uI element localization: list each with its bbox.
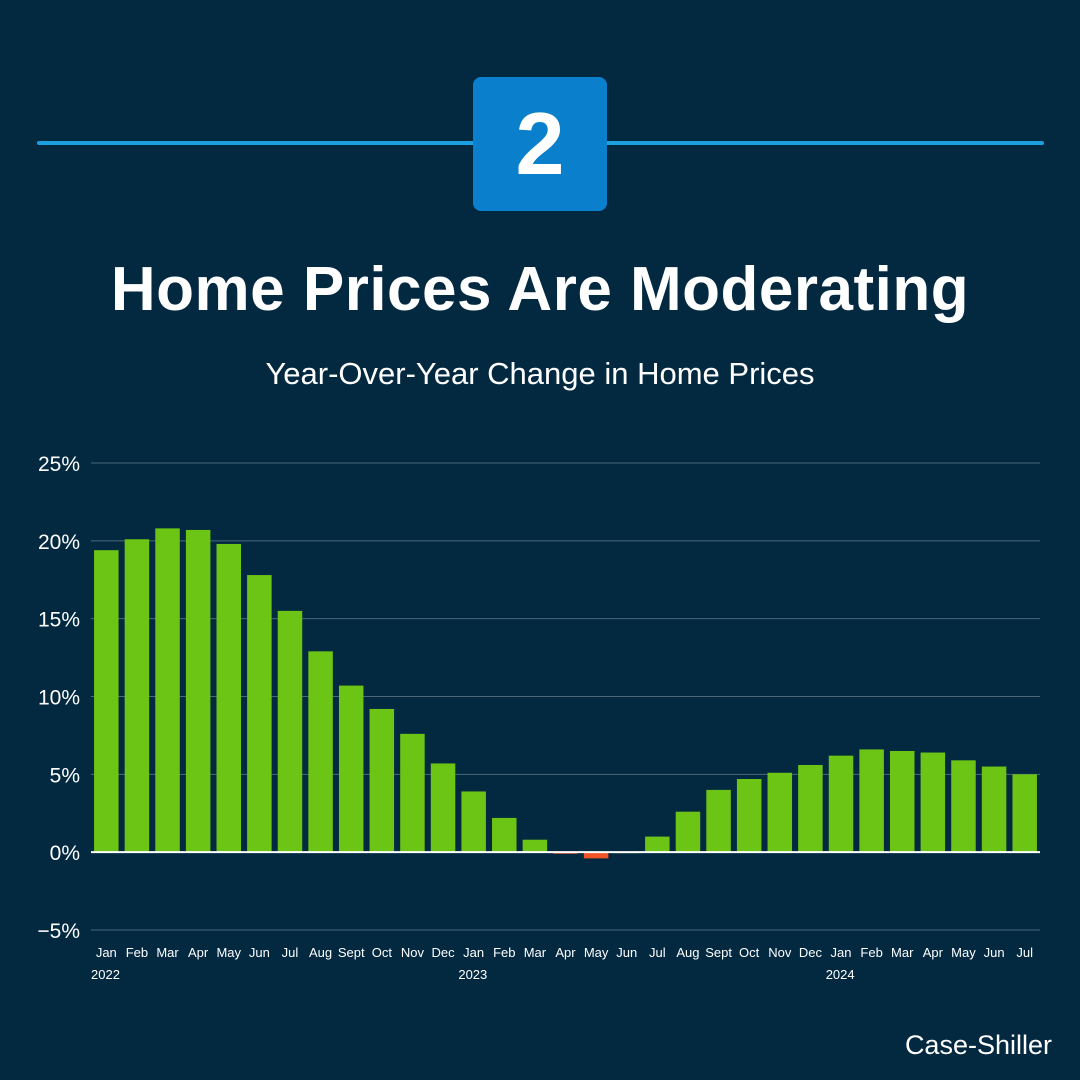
x-tick-label: Dec <box>799 945 823 960</box>
x-tick-label: Apr <box>923 945 944 960</box>
bar <box>951 760 976 853</box>
x-tick-label: Jul <box>649 945 666 960</box>
x-tick-label: Aug <box>309 945 332 960</box>
year-label: 2022 <box>91 967 120 982</box>
bar <box>920 752 946 853</box>
x-tick-label: Apr <box>555 945 576 960</box>
chart-subtitle: Year-Over-Year Change in Home Prices <box>265 356 815 391</box>
bar <box>247 575 272 853</box>
x-tick-label: May <box>216 945 241 960</box>
x-tick-label: Jan <box>831 945 852 960</box>
page-title: Home Prices Are Moderating <box>110 255 970 324</box>
x-tick-label: Nov <box>401 945 425 960</box>
x-tick-label: Mar <box>524 945 547 960</box>
y-tick-label: 10% <box>38 687 80 710</box>
x-tick-label: May <box>584 945 609 960</box>
bar <box>369 708 395 853</box>
y-tick-label: −5% <box>37 920 80 943</box>
bar <box>338 685 364 853</box>
bar <box>859 749 884 853</box>
bar <box>706 789 731 853</box>
x-tick-label: Aug <box>676 945 699 960</box>
bar <box>583 852 609 859</box>
x-tick-label: Jan <box>96 945 117 960</box>
x-tick-label: Oct <box>372 945 393 960</box>
x-tick-label: Jul <box>282 945 299 960</box>
x-tick-label: Feb <box>493 945 515 960</box>
x-tick-label: Sept <box>705 945 732 960</box>
number-badge: 2 <box>473 77 607 211</box>
bar <box>889 750 915 853</box>
source-label: Case-Shiller <box>904 1030 1052 1060</box>
bar <box>216 543 242 853</box>
bar <box>798 764 823 853</box>
header-rule-right <box>603 141 1044 145</box>
bar <box>828 755 854 853</box>
x-tick-label: Jun <box>616 945 637 960</box>
bar <box>124 539 150 853</box>
y-tick-label: 20% <box>38 531 80 554</box>
bar <box>675 811 701 853</box>
bar <box>308 651 333 853</box>
bar <box>277 610 303 853</box>
y-tick-label: 15% <box>38 609 80 632</box>
x-tick-label: Mar <box>156 945 179 960</box>
year-label: 2023 <box>458 967 487 982</box>
bar <box>430 763 456 853</box>
bar <box>1012 774 1037 853</box>
bar <box>645 836 670 853</box>
y-tick-label: 25% <box>38 453 80 476</box>
bar <box>400 733 425 853</box>
x-tick-label: Apr <box>188 945 209 960</box>
y-tick-label: 0% <box>50 842 80 865</box>
y-tick-label: 5% <box>50 764 80 787</box>
x-tick-label: Feb <box>860 945 882 960</box>
header-rule-left <box>37 141 477 145</box>
bar <box>981 766 1007 853</box>
bar <box>736 779 762 853</box>
x-tick-label: Mar <box>891 945 914 960</box>
bar <box>185 529 211 853</box>
x-tick-label: Jun <box>984 945 1005 960</box>
x-tick-label: Feb <box>126 945 148 960</box>
x-tick-label: Jul <box>1016 945 1033 960</box>
x-tick-label: Jan <box>463 945 484 960</box>
bar <box>522 839 548 853</box>
x-tick-label: Jun <box>249 945 270 960</box>
bar <box>155 528 180 853</box>
bar <box>461 791 486 853</box>
x-tick-label: Oct <box>739 945 760 960</box>
x-tick-label: May <box>951 945 976 960</box>
year-label: 2024 <box>826 967 855 982</box>
x-tick-label: Sept <box>338 945 365 960</box>
x-tick-label: Nov <box>768 945 792 960</box>
bar <box>492 817 517 853</box>
bar <box>767 772 793 853</box>
bar <box>94 550 119 853</box>
x-tick-label: Dec <box>431 945 455 960</box>
